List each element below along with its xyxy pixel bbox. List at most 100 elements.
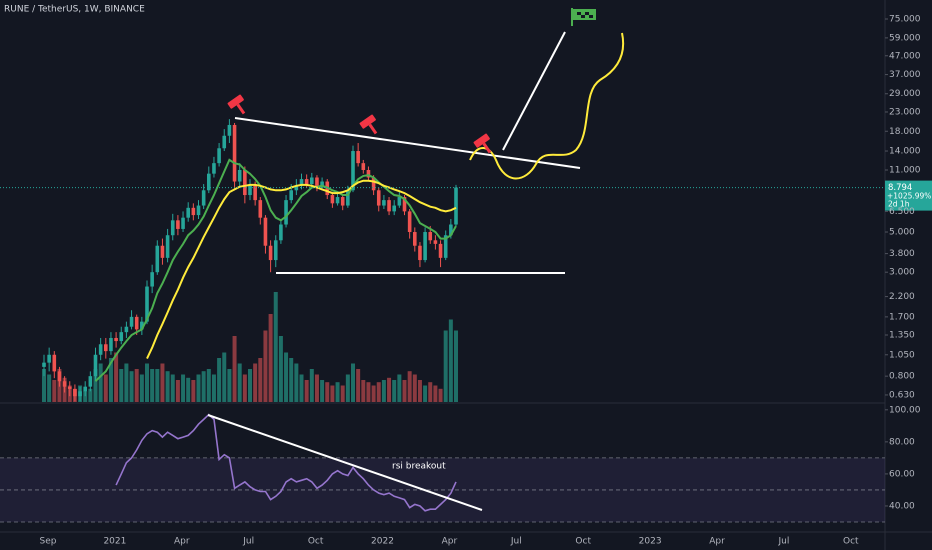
volume-bar — [284, 352, 289, 402]
price-label-box — [885, 180, 932, 211]
volume-bar — [320, 380, 325, 402]
volume-bar — [98, 363, 103, 402]
y-tick-label: 100.00 — [889, 405, 921, 415]
volume-bar — [206, 369, 211, 402]
x-tick-label: Apr — [442, 537, 458, 547]
candle-body — [387, 200, 391, 212]
volume-bar — [273, 292, 278, 402]
volume-bar — [145, 363, 149, 402]
labels: RUNE / TetherUS, 1W, BINANCE rsi breakou… — [4, 5, 931, 547]
volume-bar — [139, 374, 144, 402]
volume-bar — [448, 319, 453, 402]
candle-body — [165, 235, 170, 258]
volume-bar — [222, 352, 227, 402]
drawings — [207, 8, 625, 511]
candle-body — [232, 124, 237, 182]
x-tick-label: Oct — [575, 537, 591, 547]
volume-bar — [227, 369, 232, 402]
volume-bar — [191, 380, 196, 402]
projection-path — [469, 32, 625, 180]
volume-bar — [340, 385, 345, 402]
volume-bar — [211, 374, 216, 402]
candle-body — [284, 200, 288, 225]
x-tick-label: Oct — [308, 537, 324, 547]
marks — [0, 18, 932, 512]
volume-bar — [454, 330, 458, 402]
volume-bar — [217, 358, 222, 402]
volume-bar — [356, 369, 361, 402]
y-tick-label: 3.000 — [889, 268, 915, 278]
hammer-icons — [227, 94, 492, 154]
x-tick-label: 2023 — [639, 537, 662, 547]
volume-bar — [124, 363, 129, 402]
y-tick-label: 60.00 — [889, 469, 915, 479]
y-tick-label: 37.000 — [889, 70, 921, 80]
volume-bar — [351, 363, 355, 402]
y-tick-label: 59.000 — [889, 33, 921, 43]
annotation: rsi breakout — [392, 462, 446, 472]
moving-average — [146, 179, 457, 360]
volume-bar — [155, 369, 160, 402]
volume-bar — [304, 380, 309, 402]
target-line — [502, 31, 566, 151]
candle-body — [212, 163, 216, 174]
candle-body — [443, 235, 448, 258]
candle-body — [366, 169, 371, 178]
candle-body — [222, 135, 227, 149]
candle-body — [237, 169, 242, 182]
volume-bar — [253, 363, 258, 402]
volume-bar — [381, 380, 386, 402]
candle-body — [104, 344, 108, 352]
volume-bar — [83, 391, 88, 402]
candle-body — [83, 386, 87, 392]
candle-body — [150, 272, 154, 287]
volume-bar — [443, 330, 448, 402]
volume-bar — [392, 380, 397, 402]
candle-body — [382, 200, 386, 206]
y-tick-label: 14.000 — [889, 147, 921, 157]
volume-bar — [196, 374, 201, 402]
candle-body — [438, 243, 443, 258]
candle-body — [176, 220, 180, 229]
candle-body — [346, 190, 350, 206]
candle-body — [88, 376, 93, 387]
candle-body — [227, 124, 232, 136]
volume-bar — [423, 385, 428, 402]
y-tick-label: 2.200 — [889, 292, 915, 302]
volume-bar — [417, 380, 422, 402]
candle-body — [423, 232, 427, 261]
volume-bar — [263, 330, 268, 402]
volume-bar — [129, 371, 134, 402]
volume-bar — [387, 377, 392, 402]
candle-body — [170, 220, 175, 236]
candle-body — [62, 381, 67, 387]
y-tick-label: 6.500 — [889, 207, 915, 217]
x-tick-label: 2022 — [371, 537, 394, 547]
volume-bar — [438, 388, 443, 402]
volume-bar — [278, 336, 283, 402]
candle-body — [397, 197, 402, 206]
candle-body — [454, 187, 458, 225]
volume-bar — [325, 382, 330, 402]
candle-body — [289, 190, 293, 201]
price-label: 8.794 — [888, 183, 912, 193]
candle-body — [392, 205, 396, 212]
candle-body — [186, 207, 190, 218]
candle-body — [273, 240, 278, 261]
volume-bar — [366, 382, 371, 402]
y-tick-label: 1.050 — [889, 350, 915, 360]
volume-bar — [52, 380, 57, 402]
candle-body — [73, 388, 77, 397]
candle-body — [119, 332, 124, 342]
candle-body — [207, 173, 211, 191]
y-tick-label: 18.000 — [889, 127, 921, 137]
candle-body — [134, 316, 139, 330]
volume-bar — [108, 358, 113, 402]
volume-bar — [407, 371, 412, 402]
candle-body — [47, 354, 51, 363]
candle-body — [310, 177, 314, 185]
volume-bar — [181, 374, 186, 402]
candle-body — [376, 190, 381, 206]
volume-bar — [433, 385, 438, 402]
